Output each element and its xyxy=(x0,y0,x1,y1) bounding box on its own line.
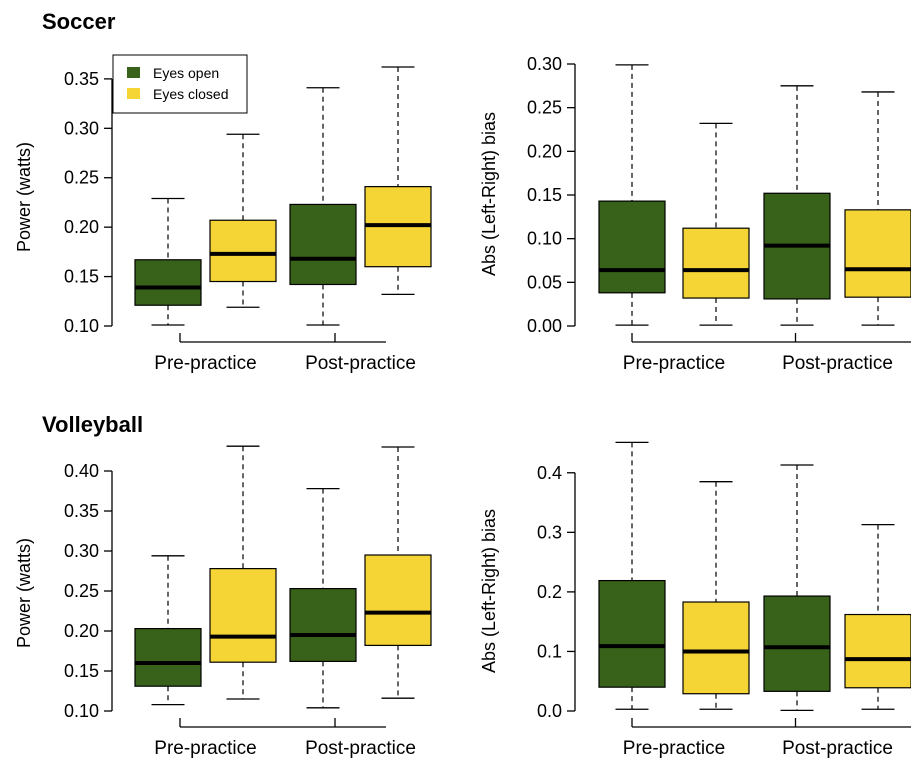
box-iqr xyxy=(134,627,202,687)
y-tick-label: 0.35 xyxy=(64,69,99,89)
section-title-volleyball: Volleyball xyxy=(42,412,143,437)
box-eyes-open xyxy=(134,555,202,706)
box-eyes-open xyxy=(763,464,831,712)
x-category-label: Post-practice xyxy=(305,738,416,759)
legend-swatch-eyes-open xyxy=(127,67,140,78)
y-tick-label: 0.1 xyxy=(537,641,562,661)
x-category-label: Pre-practice xyxy=(154,738,256,759)
y-tick-label: 0.15 xyxy=(527,185,562,205)
panel-4: 0.0 0.1 0.2 0.3 0.4 Abs (Left-Right) bias Pre-… xyxy=(479,441,911,759)
y-tick-label: 0.25 xyxy=(527,98,562,118)
y-tick-label: 0.3 xyxy=(537,522,562,542)
box-eyes-closed xyxy=(844,523,911,710)
x-category-label: Pre-practice xyxy=(623,738,725,759)
box-eyes-closed xyxy=(844,91,911,326)
x-category-label: Post-practice xyxy=(782,738,893,759)
box-iqr xyxy=(598,200,666,294)
y-tick-label: 0.0 xyxy=(537,701,562,721)
x-category-label: Pre-practice xyxy=(154,353,256,374)
box-iqr xyxy=(763,595,831,692)
box-iqr xyxy=(209,567,277,663)
legend-label-eyes-closed: Eyes closed xyxy=(153,86,228,102)
y-tick-label: 0.25 xyxy=(64,168,99,188)
box-eyes-open xyxy=(289,487,357,709)
y-tick-label: 0.20 xyxy=(64,217,99,237)
legend: Eyes open Eyes closed xyxy=(112,54,248,114)
panel-2: 0.00 0.05 0.10 0.15 0.20 0.25 0.30 Abs (Left-Ri… xyxy=(479,54,911,374)
y-tick-label: 0.00 xyxy=(527,316,562,336)
box-iqr xyxy=(134,259,202,306)
x-category-label: Post-practice xyxy=(782,353,893,374)
x-category-label: Pre-practice xyxy=(623,353,725,374)
y-axis-label: Power (watts) xyxy=(14,142,34,252)
box-eyes-open xyxy=(289,87,357,326)
y-axis-label: Abs (Left-Right) bias xyxy=(479,112,499,276)
box-iqr xyxy=(844,613,911,689)
y-tick-label: 0.30 xyxy=(527,54,562,74)
y-tick-label: 0.35 xyxy=(64,501,99,521)
box-eyes-open xyxy=(598,441,666,710)
chart-panels: 0.10 0.15 0.20 0.25 0.30 0.35 Power (watts) Pre… xyxy=(14,54,911,759)
box-iqr xyxy=(844,209,911,298)
box-eyes-closed xyxy=(209,445,277,700)
panel-3: 0.10 0.15 0.20 0.25 0.30 0.35 0.40 Power (watts… xyxy=(14,445,432,759)
y-tick-label: 0.30 xyxy=(64,541,99,561)
panel-1: 0.10 0.15 0.20 0.25 0.30 0.35 Power (watts) Pre… xyxy=(14,54,432,374)
x-category-label: Post-practice xyxy=(305,353,416,374)
box-iqr xyxy=(364,554,432,647)
legend-swatch-eyes-closed xyxy=(127,88,140,99)
box-eyes-open xyxy=(134,197,202,326)
y-axis-label: Abs (Left-Right) bias xyxy=(479,509,499,673)
y-tick-label: 0.40 xyxy=(64,461,99,481)
y-axis-label: Power (watts) xyxy=(14,538,34,648)
box-iqr xyxy=(682,227,750,299)
legend-label-eyes-open: Eyes open xyxy=(153,65,219,81)
y-tick-label: 0.4 xyxy=(537,463,562,483)
y-tick-label: 0.10 xyxy=(527,229,562,249)
box-eyes-open xyxy=(763,85,831,326)
y-tick-label: 0.2 xyxy=(537,582,562,602)
box-iqr xyxy=(682,601,750,695)
y-tick-label: 0.15 xyxy=(64,661,99,681)
box-eyes-closed xyxy=(364,66,432,296)
box-eyes-closed xyxy=(364,446,432,699)
y-tick-label: 0.15 xyxy=(64,267,99,287)
y-tick-label: 0.10 xyxy=(64,701,99,721)
box-eyes-closed xyxy=(209,133,277,308)
y-tick-label: 0.20 xyxy=(64,621,99,641)
box-iqr xyxy=(289,203,357,286)
y-tick-label: 0.25 xyxy=(64,581,99,601)
box-eyes-open xyxy=(598,64,666,326)
section-title-soccer: Soccer xyxy=(42,9,116,34)
box-eyes-closed xyxy=(682,122,750,326)
box-eyes-closed xyxy=(682,481,750,710)
y-tick-label: 0.10 xyxy=(64,316,99,336)
box-iqr xyxy=(289,587,357,662)
box-iqr xyxy=(209,219,277,283)
box-iqr xyxy=(598,579,666,688)
y-tick-label: 0.05 xyxy=(527,272,562,292)
y-tick-label: 0.30 xyxy=(64,118,99,138)
y-tick-label: 0.20 xyxy=(527,141,562,161)
legend-frame xyxy=(112,54,248,114)
